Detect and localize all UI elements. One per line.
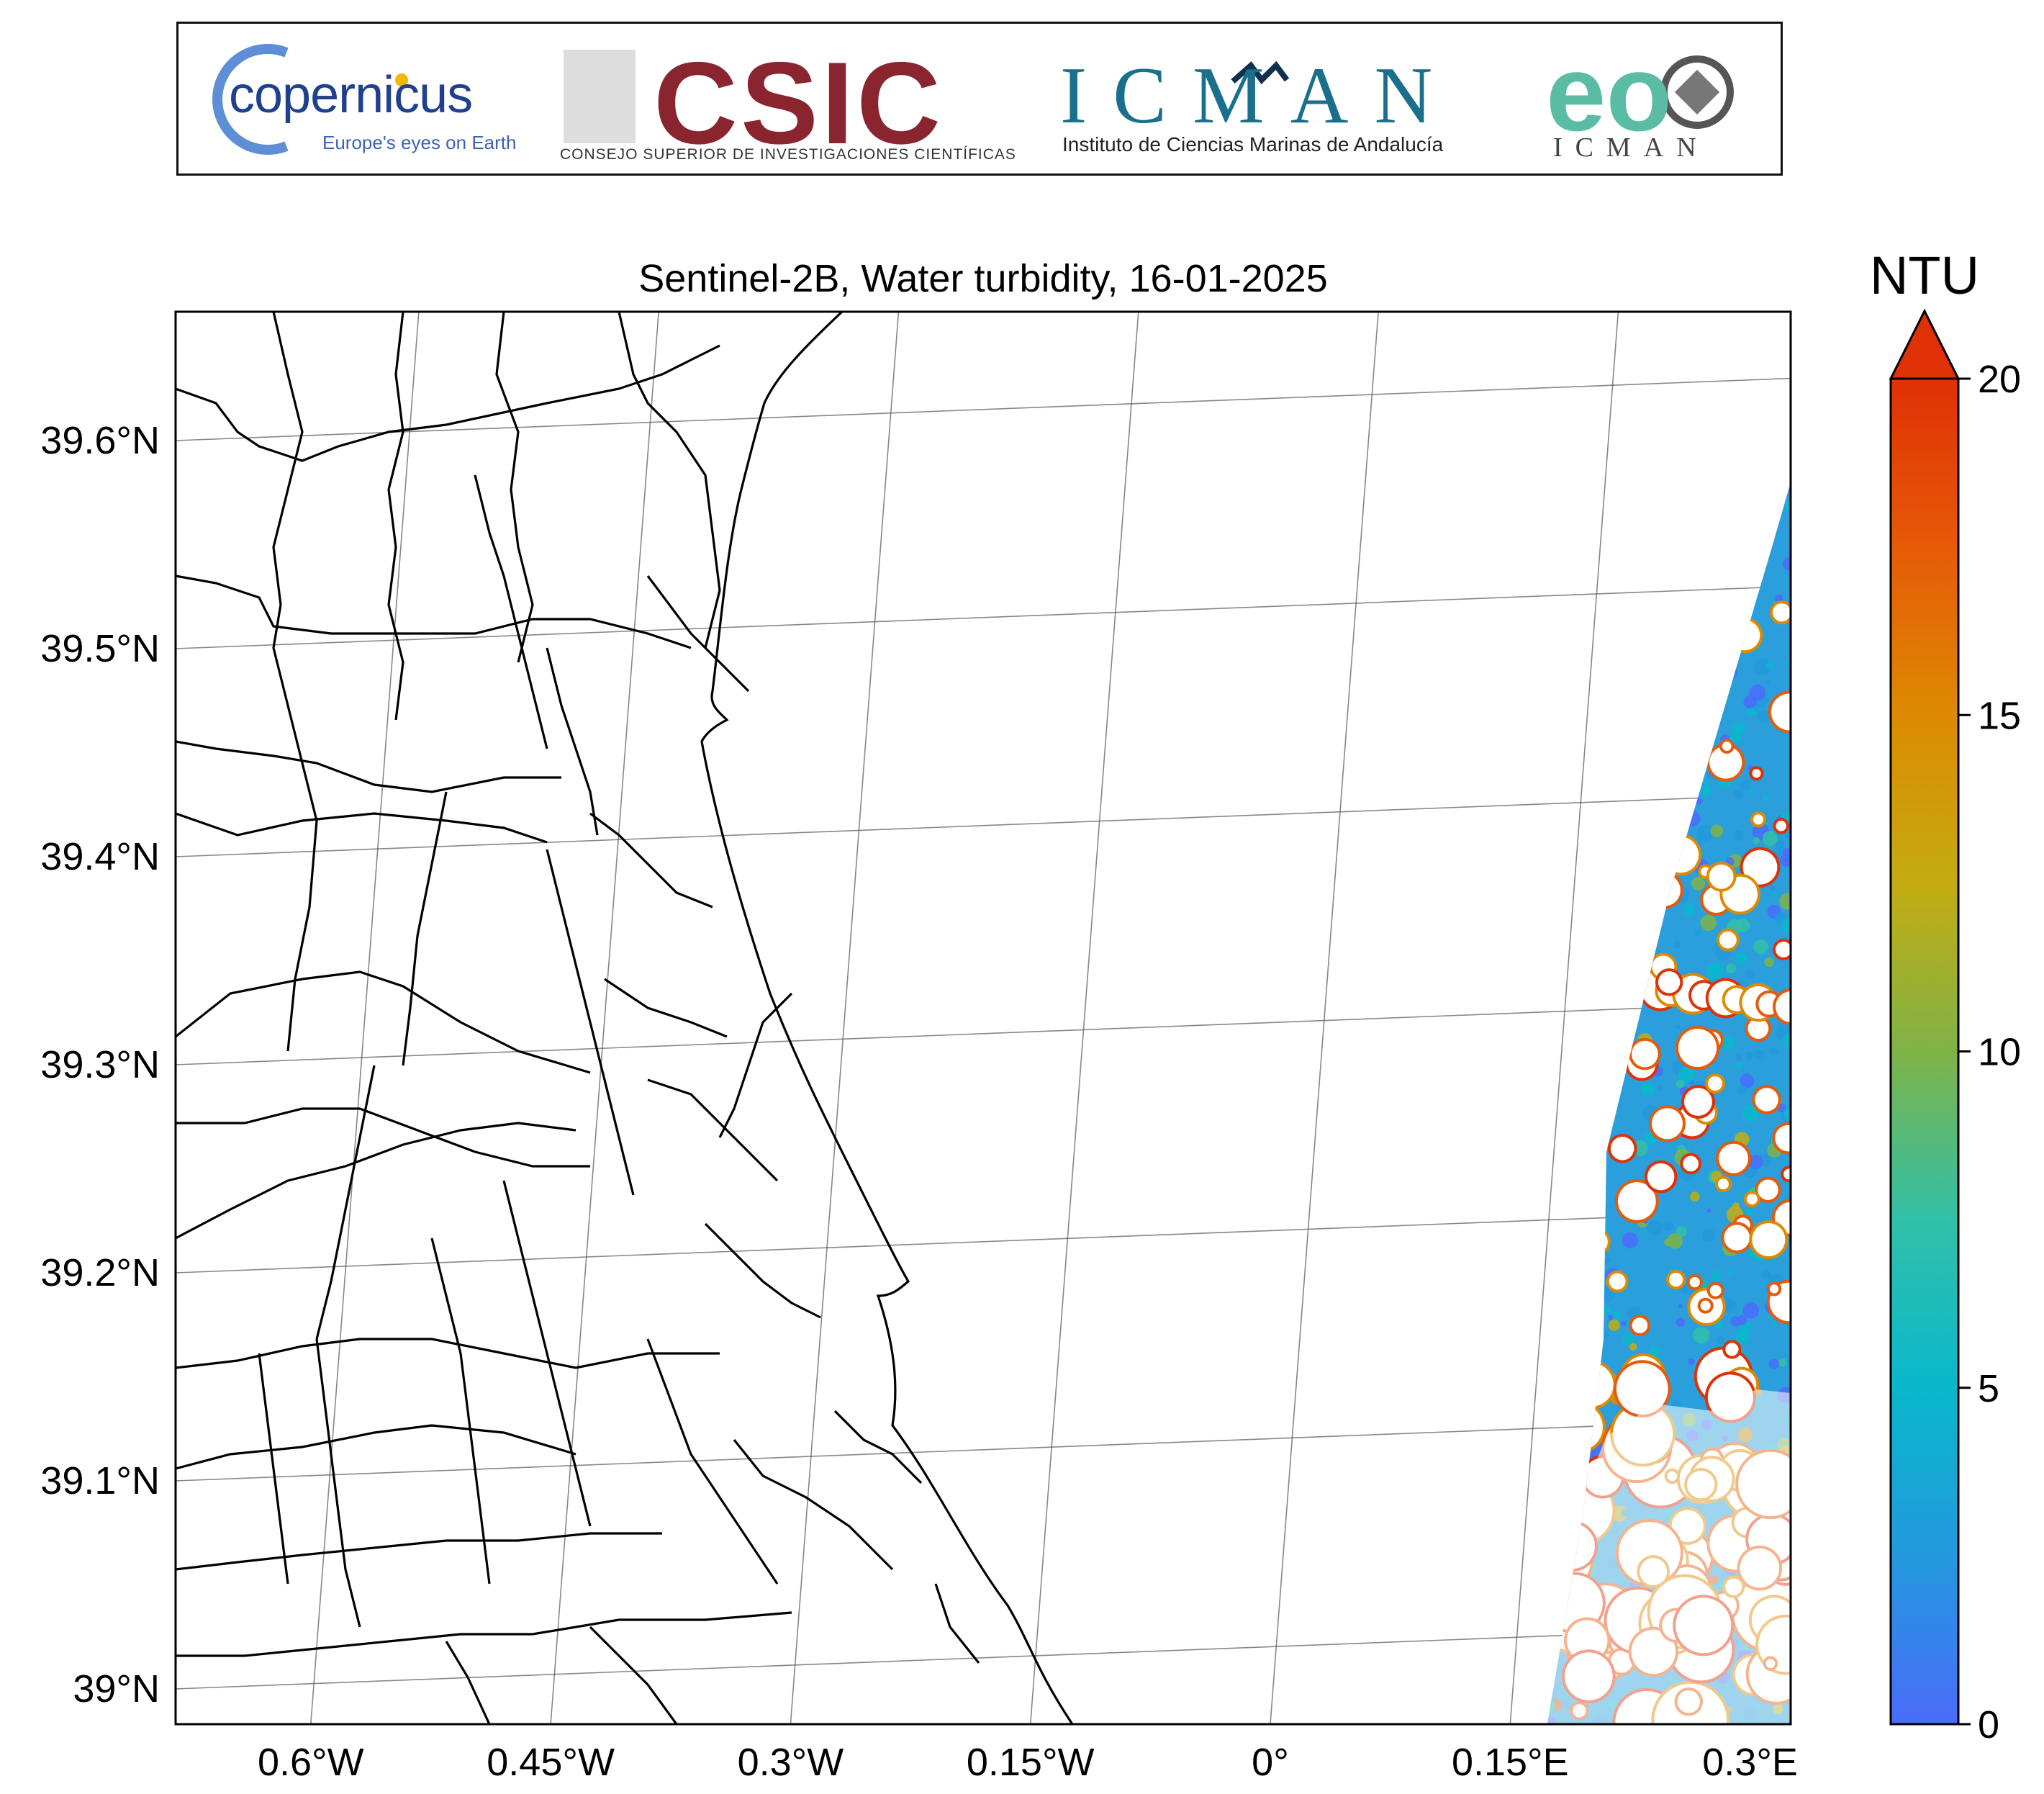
lon-tick-label-2: 0.3°W <box>738 1741 844 1784</box>
lon-tick-label-1: 0.45°W <box>487 1741 615 1784</box>
copernicus-swoosh-icon <box>212 44 289 155</box>
lon-tick-label-5: 0.15°E <box>1452 1741 1569 1784</box>
icman-wave-icon <box>1231 60 1290 85</box>
parallel-line-4 <box>176 1209 1791 1274</box>
colorbar-tick-label-3: 15 <box>1978 694 2021 737</box>
lon-tick-label-3: 0.15°W <box>967 1741 1095 1784</box>
satellite-ring-icon <box>1660 55 1734 129</box>
graticule <box>176 312 1791 1724</box>
colorbar-tick-label-1: 5 <box>1978 1367 1999 1410</box>
colorbar-tick-label-0: 0 <box>1978 1703 1999 1746</box>
icman-subtitle: Instituto de Ciencias Marinas de Andaluc… <box>1062 133 1444 155</box>
eo-subtitle: ICMAN <box>1553 132 1709 163</box>
csic-subtitle: CONSEJO SUPERIOR DE INVESTIGACIONES CIEN… <box>560 146 1016 163</box>
meridian-line-5 <box>1509 312 1619 1724</box>
colorbar-label: NTU <box>1870 245 1979 305</box>
meridian-line-1 <box>550 312 659 1724</box>
colorbar-extend-max <box>1889 308 1961 380</box>
lon-tick-label-0: 0.6°W <box>258 1741 364 1784</box>
meridian-line-2 <box>790 312 900 1724</box>
lat-tick-label-3: 39.3°N <box>40 1043 160 1086</box>
logo-banner: copernicus Europe's eyes on Earth CSIC C… <box>176 22 1783 176</box>
eo-logo: eo <box>1546 32 1673 153</box>
land-boundaries <box>176 312 1074 1724</box>
meridian-line-4 <box>1270 312 1379 1724</box>
parallel-line-3 <box>176 1001 1791 1065</box>
longitude-labels: 0.6°W 0.45°W 0.3°W 0.15°W 0° 0.15°E 0.3°E <box>258 1741 1798 1784</box>
lat-tick-label-4: 39.2°N <box>40 1251 160 1294</box>
copernicus-logo: copernicus <box>229 66 473 124</box>
csic-crest-icon <box>564 50 636 143</box>
parallel-line-1 <box>176 585 1791 649</box>
turbidity-swath <box>1547 482 1791 1724</box>
colorbar-tick-label-2: 10 <box>1978 1031 2021 1074</box>
colorbar-tick-label-4: 20 <box>1978 358 2021 401</box>
lat-tick-label-1: 39.5°N <box>40 627 160 670</box>
colorbar-gradient <box>1889 377 1960 1726</box>
parallel-line-0 <box>176 377 1791 441</box>
lat-tick-label-2: 39.4°N <box>40 835 160 878</box>
map-frame <box>174 310 1792 1726</box>
lat-tick-label-0: 39.6°N <box>40 419 160 462</box>
csic-logo: CSIC <box>654 38 944 168</box>
icman-logo: ICMAN <box>1060 51 1459 140</box>
latitude-labels: 39.6°N 39.5°N 39.4°N 39.3°N 39.2°N 39.1°N 39°N <box>40 419 160 1710</box>
lat-tick-label-6: 39°N <box>73 1667 160 1710</box>
copernicus-tagline: Europe's eyes on Earth <box>322 132 517 153</box>
lat-tick-label-5: 39.1°N <box>40 1459 160 1502</box>
meridian-line-3 <box>1029 312 1139 1724</box>
map-title: Sentinel-2B, Water turbidity, 16-01-2025 <box>638 257 1328 300</box>
lon-tick-label-6: 0.3°E <box>1702 1741 1798 1784</box>
parallel-line-5 <box>176 1417 1791 1482</box>
lon-tick-label-4: 0° <box>1252 1741 1289 1784</box>
colorbar: NTU 0 5 10 15 20 <box>1870 245 2021 1746</box>
parallel-line-6 <box>176 1626 1791 1690</box>
meridian-line-0 <box>310 312 420 1724</box>
copernicus-dot-icon <box>395 73 408 86</box>
parallel-line-2 <box>176 793 1791 857</box>
coastline <box>700 312 1074 1724</box>
colorbar-ticks: 0 5 10 15 20 <box>1958 358 2021 1746</box>
logo-graphics <box>212 44 1734 155</box>
